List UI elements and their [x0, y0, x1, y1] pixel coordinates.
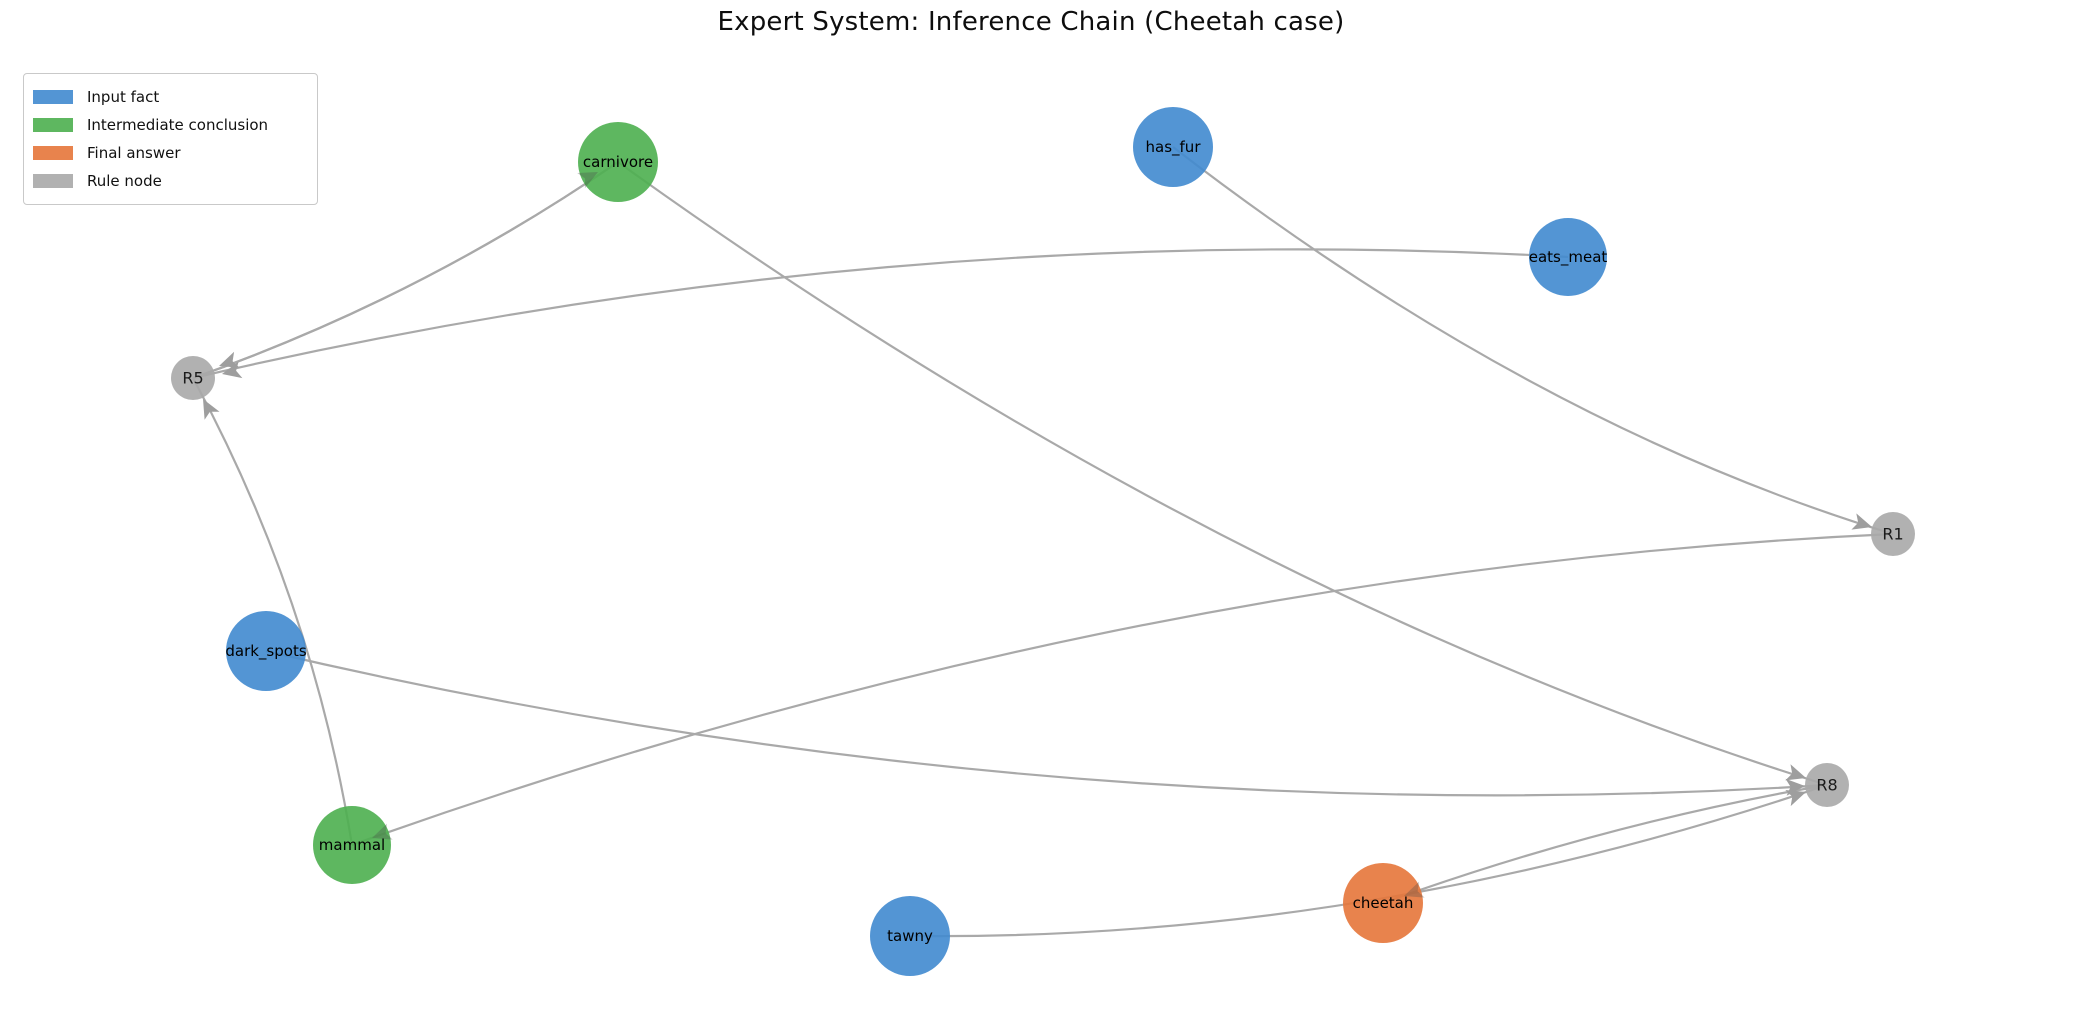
figure-title: Expert System: Inference Chain (Cheetah … — [717, 7, 1345, 37]
edge-carnivore-R8 — [617, 161, 1828, 787]
edge-mammal-R5 — [192, 377, 354, 846]
node-R8 — [1805, 763, 1849, 807]
node-label-R5: R5 — [182, 369, 203, 388]
legend-swatch-input-icon — [33, 90, 73, 104]
node-dark_spots — [226, 611, 306, 691]
edge-has_fur-R1 — [1172, 146, 1894, 536]
ghost-arrowhead-R8-cheetah — [1404, 881, 1425, 898]
legend-swatch-final-icon — [33, 146, 73, 160]
edge-R1-mammal — [351, 532, 1894, 847]
node-label-carnivore: carnivore — [583, 153, 653, 171]
node-tawny — [870, 896, 950, 976]
legend-item-input: Input fact — [33, 83, 305, 111]
legend-item-label: Intermediate conclusion — [87, 116, 269, 134]
node-cheetah — [1343, 863, 1423, 943]
edge-R8-cheetah — [1382, 783, 1828, 905]
legend-item-label: Input fact — [87, 88, 160, 106]
arrowhead-carnivore-R5 — [219, 351, 240, 368]
node-label-has_fur: has_fur — [1146, 138, 1202, 157]
node-has_fur — [1133, 107, 1213, 187]
legend-item-label: Rule node — [87, 172, 162, 190]
legend: Input fact Intermediate conclusion Final a… — [23, 73, 318, 205]
node-label-R8: R8 — [1816, 776, 1837, 795]
edge-carnivore-R5 — [192, 161, 619, 380]
node-label-eats_meat: eats_meat — [1529, 248, 1608, 267]
node-label-dark_spots: dark_spots — [225, 642, 306, 661]
legend-item-rule: Rule node — [33, 167, 305, 195]
node-R5 — [171, 356, 215, 400]
edge-dark_spots-R8 — [265, 649, 1828, 797]
legend-item-intermediate: Intermediate conclusion — [33, 111, 305, 139]
node-eats_meat — [1529, 218, 1607, 296]
node-R1 — [1871, 512, 1915, 556]
node-label-mammal: mammal — [319, 836, 385, 854]
node-label-R1: R1 — [1882, 525, 1903, 544]
arrowhead-tawny-R8 — [1785, 790, 1806, 807]
ghost-arrowhead-R1-mammal — [372, 823, 393, 840]
arrowhead-mammal-R5 — [203, 399, 220, 420]
legend-item-label: Final answer — [87, 144, 181, 162]
node-carnivore — [578, 122, 658, 202]
arrowhead-has_fur-R1 — [1851, 513, 1872, 530]
node-mammal — [313, 806, 391, 884]
edge-eats_meat-R5 — [192, 248, 1569, 380]
legend-item-final: Final answer — [33, 139, 305, 167]
arrowhead-carnivore-R8 — [1785, 764, 1806, 781]
node-label-cheetah: cheetah — [1353, 894, 1414, 912]
ghost-arrowhead-R5-carnivore — [577, 172, 598, 189]
node-label-tawny: tawny — [887, 927, 933, 945]
legend-swatch-rule-icon — [33, 174, 73, 188]
legend-swatch-intermediate-icon — [33, 118, 73, 132]
